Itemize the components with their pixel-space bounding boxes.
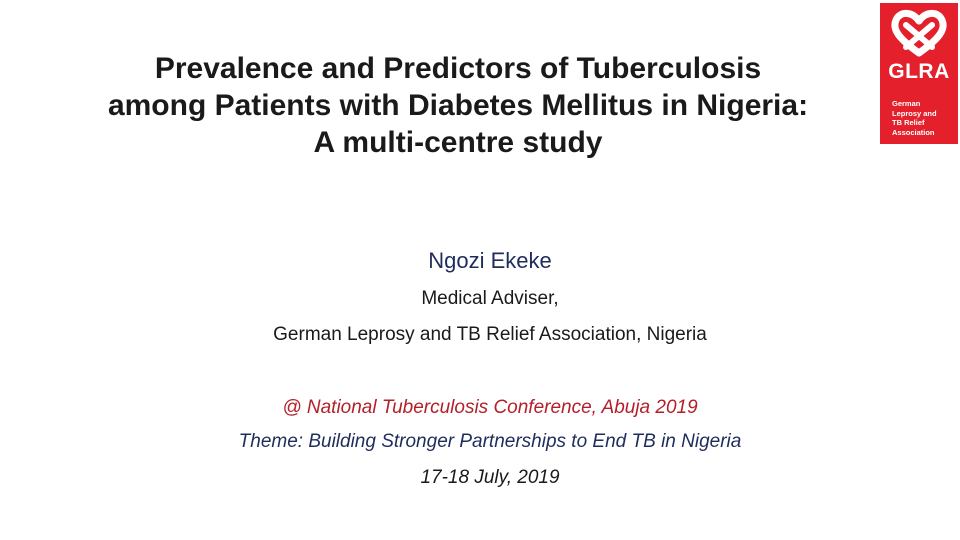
title-line-1: Prevalence and Predictors of Tuberculosi… <box>154 52 762 85</box>
logo-subtitle-line: Association <box>892 127 935 137</box>
title-line-2: among Patients with Diabetes Mellitus in… <box>107 89 809 122</box>
conference-name: @ National Tuberculosis Conference, Abuj… <box>282 397 698 418</box>
conference-dates: 17-18 July, 2019 <box>420 467 560 488</box>
logo-brand-text: GLRA <box>888 60 950 83</box>
logo-subtitle-line: TB Relief <box>892 118 925 127</box>
logo-subtitle-line: Leprosy and <box>892 108 937 118</box>
logo-subtitle-line: German <box>892 99 921 108</box>
title-line-3: A multi-centre study <box>313 126 603 159</box>
author-name: Ngozi Ekeke <box>428 248 552 273</box>
logo-subtitle: German Leprosy and TB Relief Association <box>892 99 956 137</box>
author-organization: German Leprosy and TB Relief Association… <box>273 324 707 345</box>
conference-theme: Theme: Building Stronger Partnerships to… <box>238 431 742 452</box>
glra-logo: GLRA German Leprosy and TB Relief Associ… <box>880 3 958 144</box>
glra-heart-logo-icon <box>891 9 947 57</box>
slide-title: Prevalence and Predictors of Tuberculosi… <box>18 50 898 161</box>
author-role: Medical Adviser, <box>421 288 559 309</box>
